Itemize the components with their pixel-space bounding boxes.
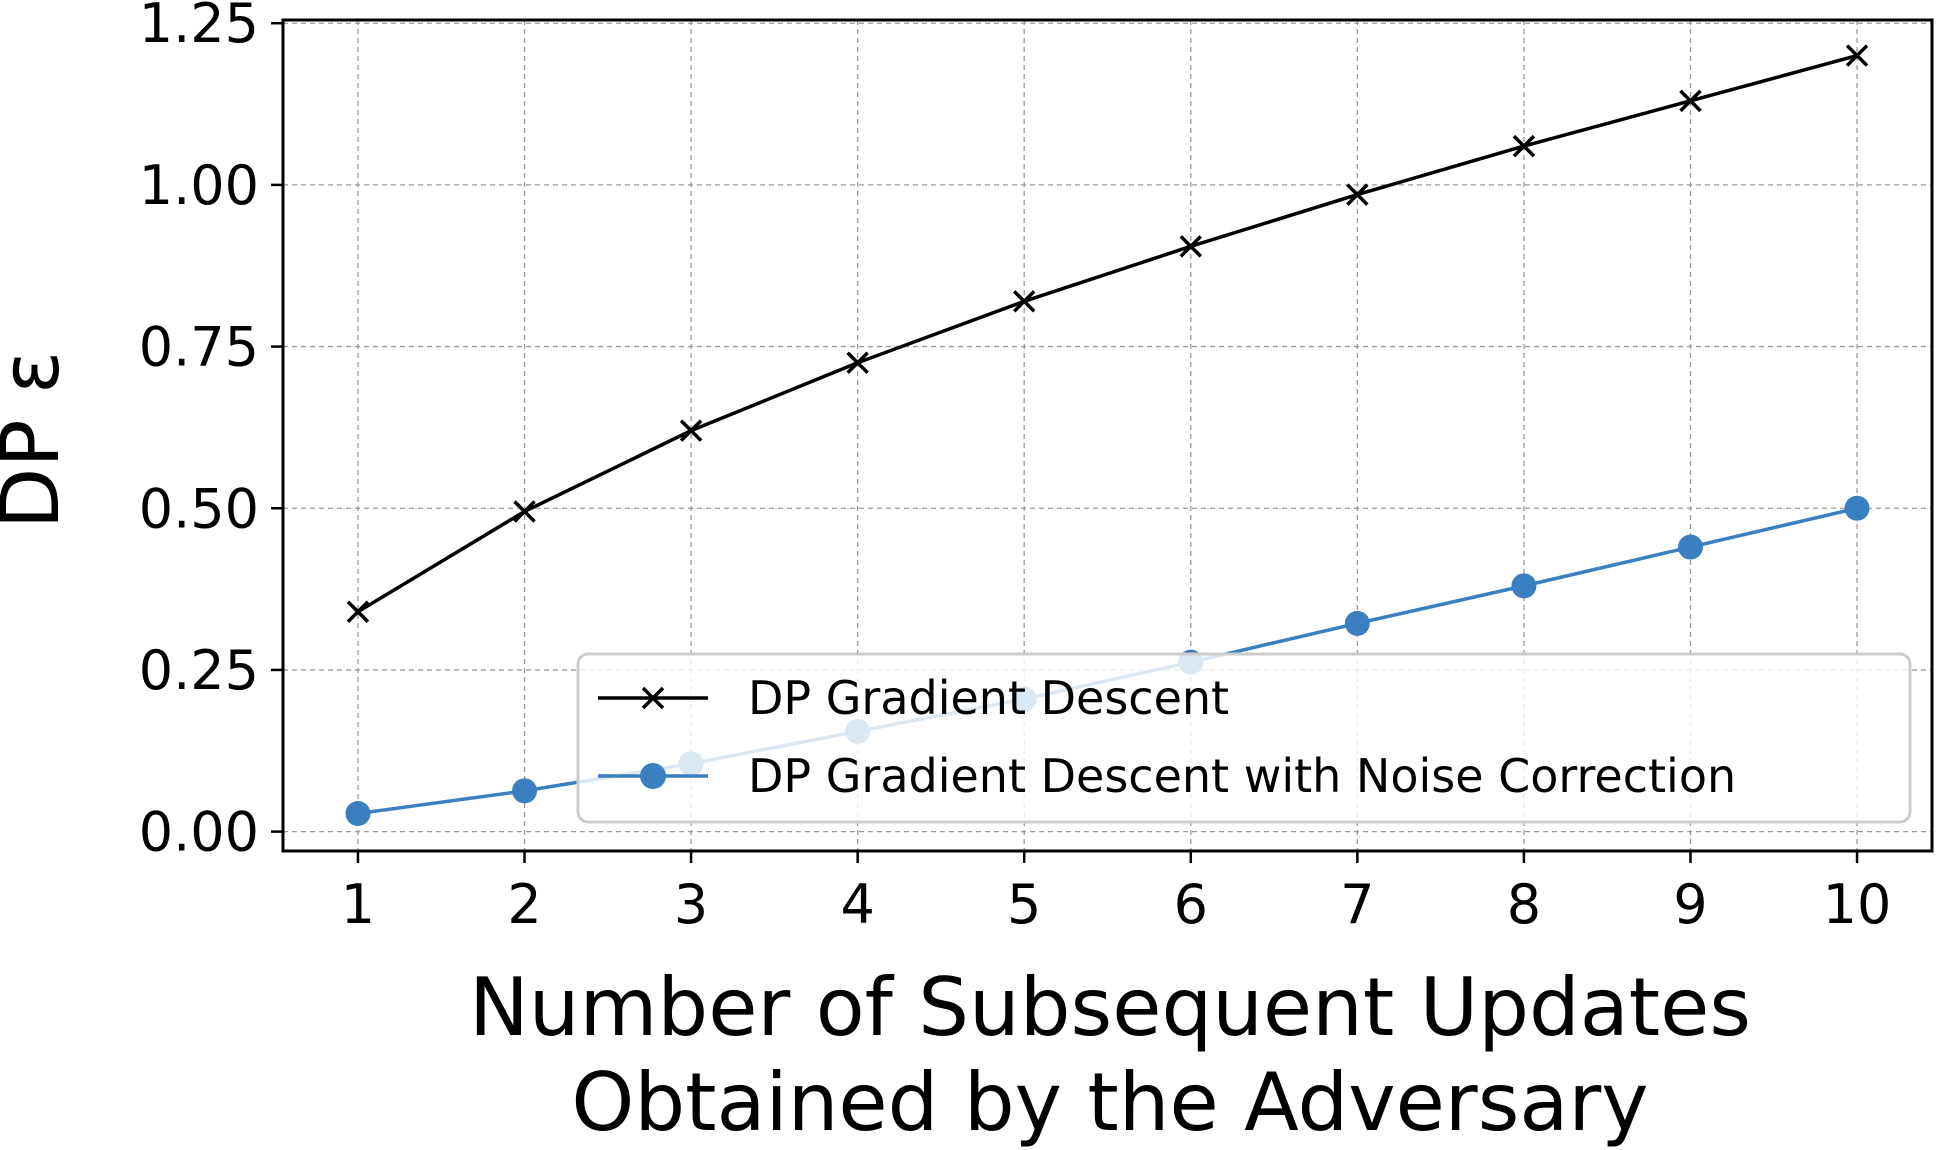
x-tick-label: 5 (1007, 873, 1041, 936)
data-point-x-marker (513, 500, 536, 523)
y-tick-label: 0.00 (139, 801, 259, 864)
data-point-circle-marker (1844, 495, 1870, 521)
y-axis-title: DP ε (0, 351, 77, 530)
x-tick-label: 2 (507, 873, 541, 936)
y-tick-label: 1.25 (139, 0, 259, 55)
legend: DP Gradient Descent DP Gradient Descent … (576, 652, 1912, 824)
grid (283, 20, 1932, 851)
legend-marker-circle-icon (640, 763, 666, 789)
data-point-circle-marker (1511, 573, 1537, 599)
data-point-x-marker (846, 351, 869, 374)
data-point-x-marker (346, 600, 370, 623)
y-tick-label: 0.75 (139, 316, 259, 379)
x-tick-label: 9 (1673, 873, 1707, 936)
data-point-circle-marker (1344, 610, 1370, 636)
x-tick-label: 3 (674, 873, 708, 936)
x-tick-label: 8 (1507, 873, 1541, 936)
data-point-x-marker (1179, 235, 1203, 258)
x-axis-title-line-2: Obtained by the Adversary (571, 1056, 1648, 1149)
data-point-x-marker (1346, 183, 1369, 206)
data-point-circle-marker (345, 800, 371, 826)
data-point-x-marker (1012, 290, 1036, 313)
x-tick-label: 7 (1340, 873, 1374, 936)
x-tick-label: 1 (341, 873, 375, 936)
y-tick-label: 0.25 (139, 639, 259, 702)
data-point-x-marker (1512, 134, 1536, 158)
data-point-circle-marker (512, 778, 538, 804)
series-line-0 (357, 53, 1858, 614)
legend-marker-x-icon (641, 686, 665, 710)
x-axis-title-line-1: Number of Subsequent Updates (469, 961, 1751, 1054)
legend-label-dp-gradient-descent: DP Gradient Descent (748, 671, 1229, 725)
y-tick-label: 1.00 (139, 154, 259, 217)
legend-label-noise-correction: DP Gradient Descent with Noise Correctio… (748, 749, 1736, 803)
x-tick-label: 4 (840, 873, 874, 936)
data-point-x-marker (679, 419, 703, 442)
x-tick-label: 6 (1174, 873, 1208, 936)
data-point-x-marker (1679, 89, 1702, 113)
plot-frame (281, 18, 1934, 853)
ticks: 1 2 3 4 5 6 7 8 9 10 0.00 0.25 0.50 0.75 1.00 1.25 (139, 0, 1892, 936)
legend-box (576, 652, 1912, 824)
data-point-circle-marker (1677, 534, 1703, 560)
data-point-x-marker (1845, 44, 1869, 67)
x-tick-label: 10 (1823, 873, 1892, 936)
y-tick-label: 0.50 (139, 477, 259, 540)
